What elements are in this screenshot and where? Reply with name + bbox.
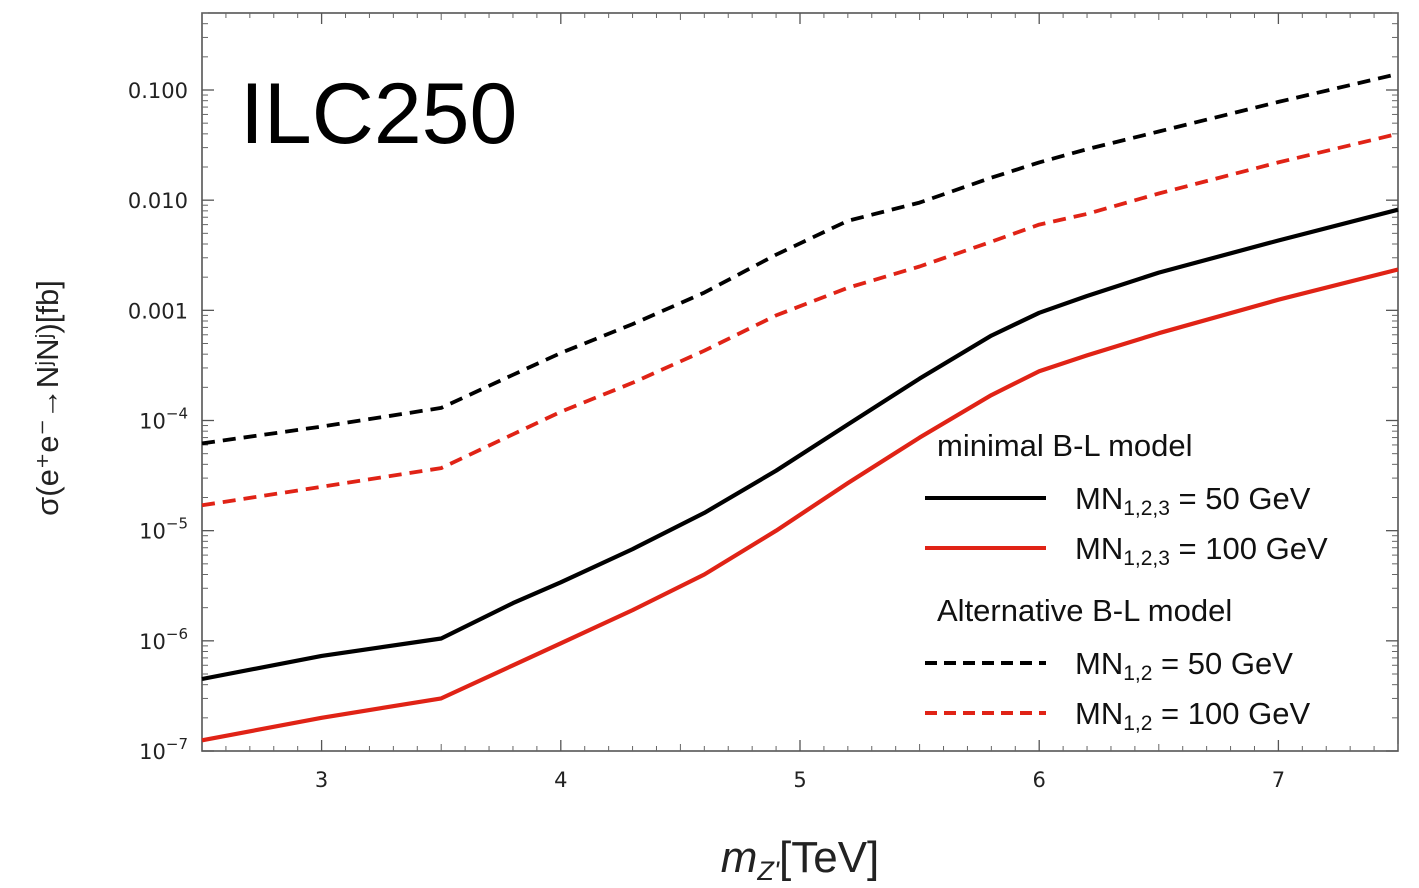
series-line-1 <box>201 207 1399 682</box>
axis-ticks: 3 4 5 6 7 10−7 10−6 10−5 10−4 0.001 0.010 0.100 <box>128 12 1399 792</box>
x-tick-label: 3 <box>315 768 328 792</box>
x-axis-label-main: m <box>721 833 758 882</box>
x-tick-label: 6 <box>1033 768 1046 792</box>
legend-group-header: Alternative B-L model <box>937 593 1232 628</box>
series-lines <box>201 72 1399 743</box>
legend-label: MN1,2 = 100 GeV <box>1075 696 1310 735</box>
legend-label: MN1,2 = 50 GeV <box>1075 646 1293 685</box>
y-tick-label: 0.100 <box>128 79 188 103</box>
y-tick-label: 0.010 <box>128 189 188 213</box>
y-tick-label: 10−7 <box>139 735 188 764</box>
x-axis-label-sub: Z' <box>756 856 779 886</box>
legend-label: MN1,2,3 = 50 GeV <box>1075 481 1311 520</box>
x-tick-label: 7 <box>1272 768 1285 792</box>
legend-label: MN1,2,3 = 100 GeV <box>1075 531 1328 570</box>
x-axis-label: mZ'[TeV] <box>721 833 880 886</box>
y-tick-label: 10−4 <box>139 405 188 434</box>
legend-group-header: minimal B-L model <box>937 428 1193 463</box>
y-axis-label: σ(e⁺e⁻→NʲNʲ)[fb] <box>30 280 65 516</box>
x-tick-label: 4 <box>554 768 567 792</box>
series-line-2 <box>201 267 1399 743</box>
legend: minimal B-L model MN1,2,3 = 50 GeV MN1,2,3… <box>925 428 1328 735</box>
x-axis-label-unit: [TeV] <box>779 833 879 882</box>
y-tick-label: 10−6 <box>139 625 188 654</box>
series-line-4 <box>201 131 1399 508</box>
x-tick-label: 5 <box>793 768 806 792</box>
series-line-3 <box>201 72 1399 446</box>
y-tick-label: 10−5 <box>139 515 188 544</box>
panel-label: ILC250 <box>240 66 517 162</box>
y-tick-label: 0.001 <box>128 299 188 323</box>
